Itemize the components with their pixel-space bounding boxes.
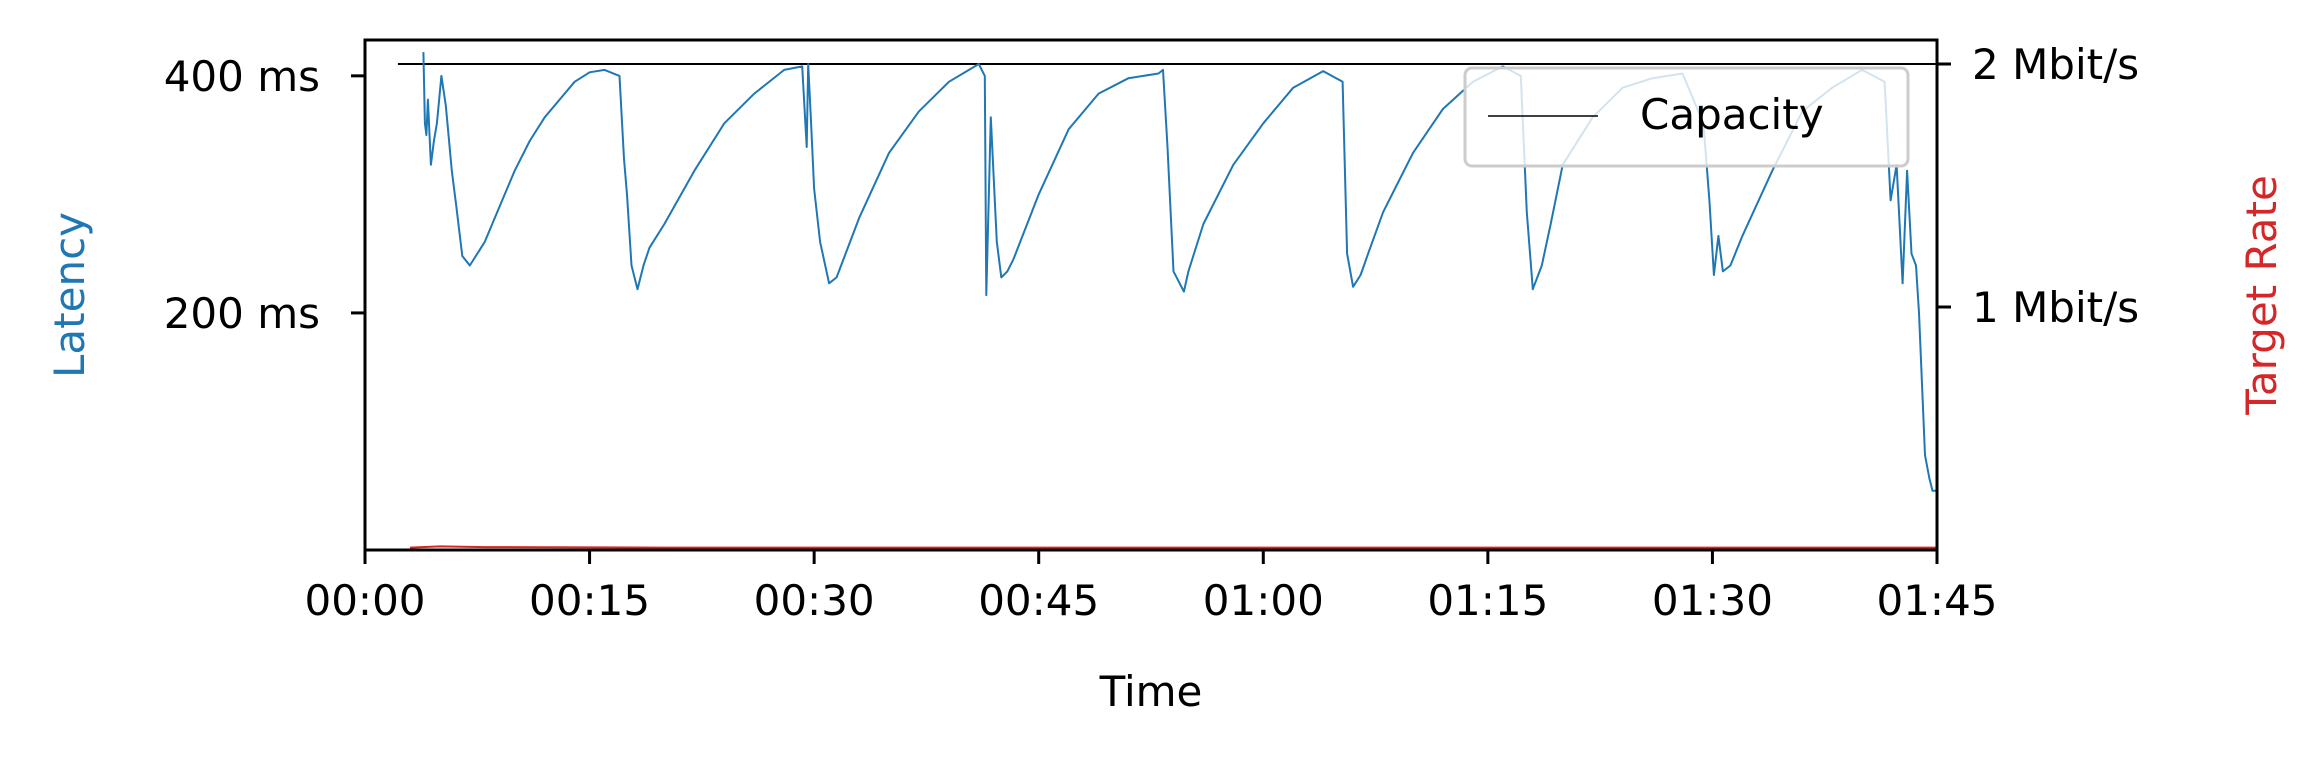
right-y-axis: 1 Mbit/s 2 Mbit/s [1937, 40, 2139, 332]
x-tick-label: 01:30 [1652, 576, 1773, 625]
x-tick-label: 00:15 [529, 576, 650, 625]
legend-capacity-label: Capacity [1640, 90, 1824, 139]
x-tick-label: 00:45 [978, 576, 1099, 625]
left-axis-title: Latency [45, 212, 94, 378]
x-tick-label: 00:00 [304, 576, 425, 625]
x-axis-title: Time [1099, 667, 1203, 716]
legend: Capacity [1463, 66, 1910, 168]
right-axis-title: Target Rate [2237, 175, 2286, 416]
x-tick-label: 01:15 [1427, 576, 1548, 625]
x-axis: 00:00 00:15 00:30 00:45 01:00 01:15 01:30 01:45 [304, 550, 1998, 625]
plot-area [397, 52, 1937, 549]
latency-line [422, 52, 1937, 492]
left-y-axis: 200 ms 400 ms [164, 52, 365, 338]
legend-box [1463, 66, 1910, 168]
left-tick-label: 200 ms [164, 289, 320, 338]
x-tick-label: 00:30 [754, 576, 875, 625]
x-tick-label: 01:45 [1876, 576, 1997, 625]
right-tick-label: 1 Mbit/s [1972, 283, 2139, 332]
target-rate-line [409, 545, 1937, 549]
x-tick-label: 01:00 [1203, 576, 1324, 625]
right-tick-label: 2 Mbit/s [1972, 40, 2139, 89]
plot-frame [363, 38, 1939, 552]
left-tick-label: 400 ms [164, 52, 320, 101]
